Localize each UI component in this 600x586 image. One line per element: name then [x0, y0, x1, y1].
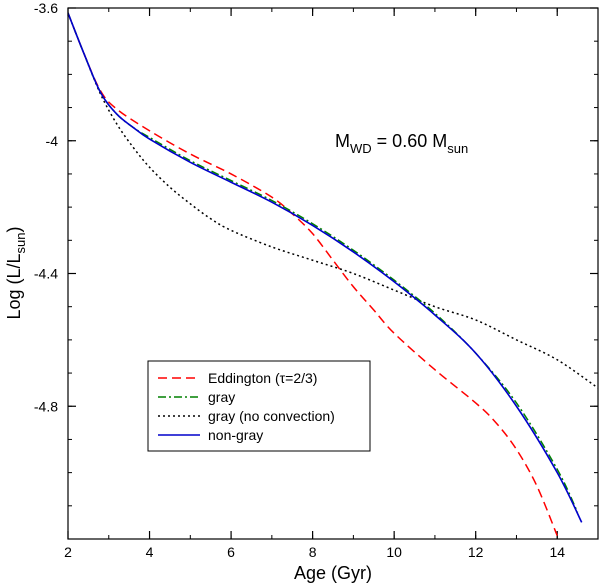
x-tick-label: 2 [64, 544, 72, 560]
annot-eq: = 0.60 M [372, 131, 448, 151]
x-tick-label: 6 [227, 544, 235, 560]
x-axis-title: Age (Gyr) [294, 563, 372, 583]
y-axis-title-main: Log (L/L [4, 253, 24, 319]
y-axis-title-close: ) [4, 226, 24, 232]
x-tick-labels: 2 4 6 8 10 12 14 [64, 544, 565, 560]
legend-label-0: Eddington (τ=2/3) [208, 370, 317, 386]
y-axis-title: Log (L/Lsun) [4, 226, 28, 319]
series-line-3 [68, 12, 583, 523]
legend-label-2: gray (no convection) [208, 408, 335, 424]
y-tick-label: -4.8 [34, 398, 58, 414]
legend: Eddington (τ=2/3) gray gray (no convection… [147, 360, 371, 452]
x-tick-label: 12 [468, 544, 484, 560]
legend-label-3: non-gray [208, 427, 263, 443]
series-lines [68, 12, 598, 536]
x-tick-label: 10 [386, 544, 402, 560]
y-tick-labels: -4.8 -4.4 -4 -3.6 [34, 0, 58, 414]
y-tick-label: -4 [46, 133, 59, 149]
x-tick-label: 4 [146, 544, 154, 560]
annot-m: M [335, 131, 350, 151]
annot-m-sub: WD [350, 141, 372, 156]
x-tick-label: 14 [549, 544, 565, 560]
legend-box [147, 360, 371, 452]
mass-annotation: MWD = 0.60 Msun [335, 131, 468, 156]
minor-ticks [67, 7, 599, 540]
y-tick-label: -3.6 [34, 0, 58, 16]
y-axis-title-sub: sun [13, 232, 28, 253]
legend-label-1: gray [208, 389, 235, 405]
series-line-0 [68, 12, 558, 536]
annot-sun-sub: sun [447, 141, 468, 156]
y-tick-label: -4.4 [34, 266, 58, 282]
plot-frame [67, 7, 599, 540]
x-tick-label: 8 [309, 544, 317, 560]
series-line-2 [68, 12, 598, 389]
major-ticks [67, 7, 598, 539]
